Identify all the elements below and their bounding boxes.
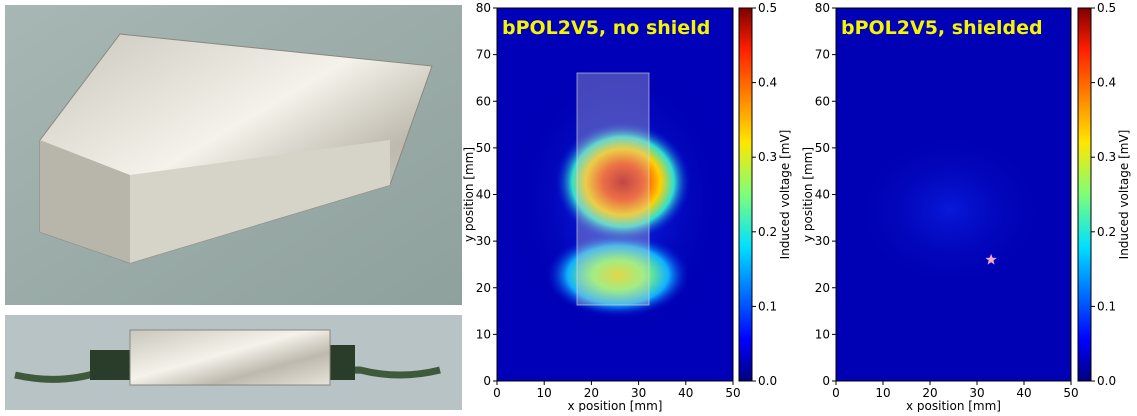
colorbar-tick-label: 0.5 bbox=[1097, 1, 1116, 15]
colorbar-tick-label: 0.2 bbox=[758, 225, 777, 239]
pcb-overlay bbox=[576, 72, 650, 306]
x-tick-label: 20 bbox=[922, 386, 937, 400]
x-tick-label: 40 bbox=[678, 386, 693, 400]
y-tick-label: 60 bbox=[815, 94, 830, 108]
heatmap-blob bbox=[546, 233, 690, 317]
y-tick-label: 50 bbox=[476, 141, 491, 155]
colorbar-tick-label: 0.1 bbox=[1097, 299, 1116, 313]
y-axis-label: y position [mm] bbox=[462, 147, 476, 242]
x-tick-label: 50 bbox=[725, 386, 740, 400]
y-tick-label: 40 bbox=[476, 188, 491, 202]
y-tick-label: 0 bbox=[822, 374, 830, 388]
colorbar-tick-label: 0.1 bbox=[758, 299, 777, 313]
y-tick-label: 50 bbox=[815, 141, 830, 155]
y-tick-label: 20 bbox=[815, 281, 830, 295]
y-tick-label: 40 bbox=[815, 188, 830, 202]
y-tick-label: 10 bbox=[815, 327, 830, 341]
x-tick-label: 10 bbox=[875, 386, 890, 400]
colorbar bbox=[738, 7, 753, 382]
x-tick-label: 40 bbox=[1016, 386, 1031, 400]
y-tick-label: 0 bbox=[483, 374, 491, 388]
colorbar bbox=[1077, 7, 1092, 382]
y-tick-label: 70 bbox=[815, 48, 830, 62]
x-tick-label: 30 bbox=[631, 386, 646, 400]
colorbar-label: Induced voltage [mV] bbox=[1117, 130, 1131, 260]
x-axis-label: x position [mm] bbox=[906, 399, 1001, 412]
colorbar-label: Induced voltage [mV] bbox=[778, 130, 792, 260]
x-tick-label: 0 bbox=[493, 386, 501, 400]
colorbar-tick-label: 0.5 bbox=[758, 1, 777, 15]
x-tick-label: 30 bbox=[969, 386, 984, 400]
heatmap-glow bbox=[840, 120, 1060, 300]
x-tick-label: 50 bbox=[1063, 386, 1078, 400]
x-tick-label: 0 bbox=[832, 386, 840, 400]
heatmap-blob bbox=[555, 122, 691, 242]
colorbar-tick-label: 0.2 bbox=[1097, 225, 1116, 239]
shield-side bbox=[40, 140, 130, 263]
colorbar-tick-label: 0.3 bbox=[1097, 150, 1116, 164]
y-tick-label: 20 bbox=[476, 281, 491, 295]
x-tick-label: 20 bbox=[584, 386, 599, 400]
y-tick-label: 80 bbox=[476, 1, 491, 15]
x-axis-label: x position [mm] bbox=[567, 399, 662, 412]
y-tick-label: 30 bbox=[815, 234, 830, 248]
pcb-right bbox=[330, 345, 355, 380]
y-tick-label: 60 bbox=[476, 94, 491, 108]
colorbar-tick-label: 0.0 bbox=[758, 374, 777, 388]
shield-front bbox=[130, 140, 390, 263]
y-tick-label: 70 bbox=[476, 48, 491, 62]
chart-title: bPOL2V5, shielded bbox=[841, 17, 1043, 39]
pcb-left bbox=[90, 350, 130, 380]
star-marker bbox=[985, 253, 997, 265]
y-tick-label: 80 bbox=[815, 1, 830, 15]
x-tick-label: 10 bbox=[537, 386, 552, 400]
chart-title: bPOL2V5, no shield bbox=[502, 17, 710, 39]
y-tick-label: 30 bbox=[476, 234, 491, 248]
shield-box-side bbox=[129, 329, 331, 386]
y-axis-label: y position [mm] bbox=[801, 147, 815, 242]
colorbar-tick-label: 0.4 bbox=[1097, 76, 1116, 90]
colorbar-tick-label: 0.4 bbox=[758, 76, 777, 90]
colorbar-tick-label: 0.3 bbox=[758, 150, 777, 164]
colorbar-tick-label: 0.0 bbox=[1097, 374, 1116, 388]
y-tick-label: 10 bbox=[476, 327, 491, 341]
